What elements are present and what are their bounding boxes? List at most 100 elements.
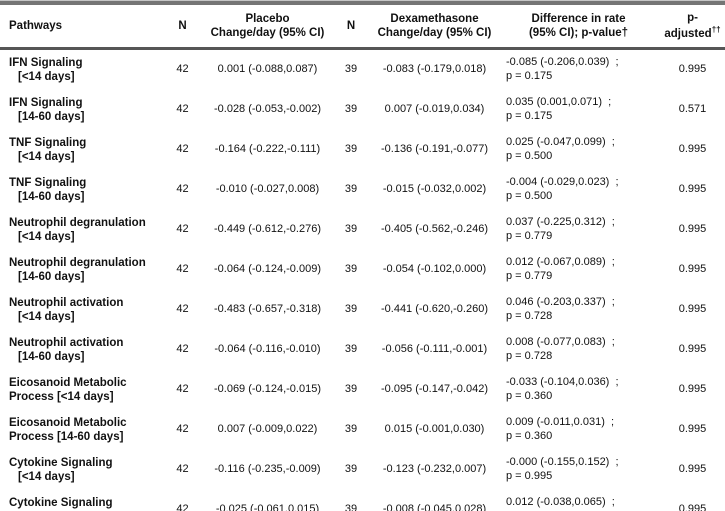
- pathway-name: Neutrophil degranulation: [9, 216, 146, 229]
- pathway-cell: Neutrophil activation [14-60 days]: [0, 330, 160, 370]
- placebo-change-cell: -0.116 (-0.235,-0.009): [214, 463, 321, 476]
- p-adjusted-cell: 0.995: [678, 343, 707, 356]
- pathway-cell: Neutrophil degranulation [<14 days]: [0, 210, 160, 250]
- col-header-n-dex-label: N: [346, 19, 356, 32]
- col-header-diff-line2: (95% CI); p-value†: [528, 27, 629, 39]
- difference-p-value: p = 0.500: [506, 150, 553, 162]
- table-row: TNF Signaling [14-60 days] 42 -0.010 (-0…: [0, 170, 725, 210]
- p-adjusted-cell: 0.995: [678, 303, 707, 316]
- pathway-name: TNF Signaling: [9, 176, 87, 189]
- dex-change-cell: -0.015 (-0.032,0.002): [382, 183, 487, 196]
- p-adjusted-cell: 0.995: [678, 223, 707, 236]
- difference-cell: -0.004 (-0.029,0.023) ; p = 0.500: [497, 170, 660, 210]
- col-header-placebo-line2: Change/day (95% CI): [210, 27, 325, 39]
- placebo-change-cell: -0.164 (-0.222,-0.111): [214, 143, 321, 156]
- n-placebo-cell: 42: [176, 103, 189, 116]
- placebo-change-cell: 0.007 (-0.009,0.022): [217, 423, 318, 436]
- pathway-cell: TNF Signaling [14-60 days]: [0, 170, 160, 210]
- difference-cell: 0.046 (-0.203,0.337) ; p = 0.728: [497, 290, 660, 330]
- p-adjusted-cell: 0.995: [678, 63, 707, 76]
- difference-p-value: p = 0.360: [506, 390, 553, 402]
- dex-change-cell: -0.123 (-0.232,0.007): [382, 463, 487, 476]
- table-row: IFN Signaling [14-60 days] 42 -0.028 (-0…: [0, 90, 725, 130]
- difference-cell: 0.008 (-0.077,0.083) ; p = 0.728: [497, 330, 660, 370]
- n-dex-cell: 39: [344, 63, 358, 76]
- dex-change-cell: -0.136 (-0.191,-0.077): [380, 143, 488, 156]
- pathways-stats-table: Pathways N Placebo Change/day (95% CI) N…: [0, 5, 725, 511]
- n-dex-cell: 39: [344, 303, 358, 316]
- table-row: Eicosanoid Metabolic Process [14-60 days…: [0, 410, 725, 450]
- pathway-name: Neutrophil activation: [9, 296, 124, 309]
- pathway-cell: IFN Signaling [14-60 days]: [0, 90, 160, 130]
- n-placebo-cell: 42: [176, 343, 189, 356]
- placebo-change-cell: -0.010 (-0.027,0.008): [215, 183, 320, 196]
- pathway-period: [14-60 days]: [18, 191, 85, 203]
- col-header-dexamethasone: Dexamethasone Change/day (95% CI): [372, 5, 497, 50]
- n-dex-cell: 39: [344, 103, 358, 116]
- dex-change-cell: -0.095 (-0.147,-0.042): [380, 383, 488, 396]
- placebo-change-cell: 0.001 (-0.088,0.087): [217, 63, 318, 76]
- difference-cell: -0.033 (-0.104,0.036) ; p = 0.360: [497, 370, 660, 410]
- difference-p-value: p = 0.995: [506, 470, 553, 482]
- table-row: Cytokine Signaling [<14 days] 42 -0.116 …: [0, 450, 725, 490]
- col-header-p-adjusted-label: p-adjusted: [664, 11, 712, 40]
- col-header-placebo-line1: Placebo: [245, 12, 290, 25]
- difference-cell: -0.085 (-0.206,0.039) ; p = 0.175: [497, 49, 660, 91]
- difference-cell: 0.035 (0.001,0.071) ; p = 0.175: [497, 90, 660, 130]
- pathway-name: Cytokine Signaling: [9, 456, 113, 469]
- table-body: IFN Signaling [<14 days] 42 0.001 (-0.08…: [0, 49, 725, 511]
- placebo-change-cell: -0.025 (-0.061,0.015): [215, 503, 320, 511]
- difference-cell: 0.037 (-0.225,0.312) ; p = 0.779: [497, 210, 660, 250]
- col-header-dex-line1: Dexamethasone: [390, 12, 479, 25]
- p-adjusted-cell: 0.995: [678, 143, 707, 156]
- n-dex-cell: 39: [344, 383, 358, 396]
- difference-p-value: p = 0.360: [506, 430, 553, 442]
- difference-cell: 0.012 (-0.067,0.089) ; p = 0.779: [497, 250, 660, 290]
- n-placebo-cell: 42: [176, 383, 189, 396]
- n-placebo-cell: 42: [176, 503, 189, 511]
- difference-p-value: p = 0.728: [506, 310, 553, 322]
- col-header-p-adjusted: p-adjusted††: [660, 5, 725, 50]
- n-placebo-cell: 42: [176, 263, 189, 276]
- placebo-change-cell: -0.069 (-0.124,-0.015): [213, 383, 321, 396]
- dex-change-cell: -0.056 (-0.111,-0.001): [381, 343, 488, 356]
- p-adjusted-cell: 0.995: [678, 183, 707, 196]
- n-dex-cell: 39: [344, 423, 358, 436]
- dex-change-cell: 0.015 (-0.001,0.030): [384, 423, 485, 436]
- col-header-n-placebo-label: N: [178, 19, 187, 32]
- difference-value: 0.012 (-0.067,0.089) ;: [506, 256, 615, 269]
- col-header-placebo: Placebo Change/day (95% CI): [205, 5, 330, 50]
- pathway-name: IFN Signaling: [9, 96, 83, 109]
- table-row: Neutrophil degranulation [<14 days] 42 -…: [0, 210, 725, 250]
- n-placebo-cell: 42: [176, 463, 189, 476]
- pathway-period: Process [<14 days]: [9, 391, 114, 403]
- pathway-name: Eicosanoid Metabolic: [9, 376, 127, 389]
- table-top-rule-light: [0, 0, 725, 1]
- pathway-name: Neutrophil activation: [9, 336, 124, 349]
- table-row: Eicosanoid Metabolic Process [<14 days] …: [0, 370, 725, 410]
- table-top-rule-dark: [0, 1, 725, 5]
- pathway-name: IFN Signaling: [9, 56, 83, 69]
- dex-change-cell: -0.083 (-0.179,0.018): [382, 63, 487, 76]
- n-dex-cell: 39: [344, 343, 358, 356]
- pathway-cell: Cytokine Signaling [<14 days]: [0, 450, 160, 490]
- difference-cell: 0.009 (-0.011,0.031) ; p = 0.360: [497, 410, 660, 450]
- difference-p-value: p = 0.779: [506, 230, 553, 242]
- pathway-name: Eicosanoid Metabolic: [9, 416, 127, 429]
- placebo-change-cell: -0.483 (-0.657,-0.318): [213, 303, 321, 316]
- col-header-dex-line2: Change/day (95% CI): [377, 27, 492, 39]
- table-row: TNF Signaling [<14 days] 42 -0.164 (-0.2…: [0, 130, 725, 170]
- dex-change-cell: -0.008 (-0.045,0.028): [382, 503, 487, 511]
- p-adjusted-cell: 0.995: [678, 423, 707, 436]
- pathway-period: [14-60 days]: [18, 351, 85, 363]
- pathway-cell: Eicosanoid Metabolic Process [<14 days]: [0, 370, 160, 410]
- table-header: Pathways N Placebo Change/day (95% CI) N…: [0, 5, 725, 50]
- difference-p-value: p = 0.779: [506, 270, 553, 282]
- difference-value: 0.046 (-0.203,0.337) ;: [506, 296, 615, 309]
- difference-value: -0.033 (-0.104,0.036) ;: [506, 376, 619, 389]
- p-adjusted-cell: 0.995: [678, 263, 707, 276]
- col-header-pathways: Pathways: [0, 5, 160, 50]
- col-header-n-dex: N: [330, 5, 372, 50]
- n-placebo-cell: 42: [176, 423, 189, 436]
- n-placebo-cell: 42: [176, 303, 189, 316]
